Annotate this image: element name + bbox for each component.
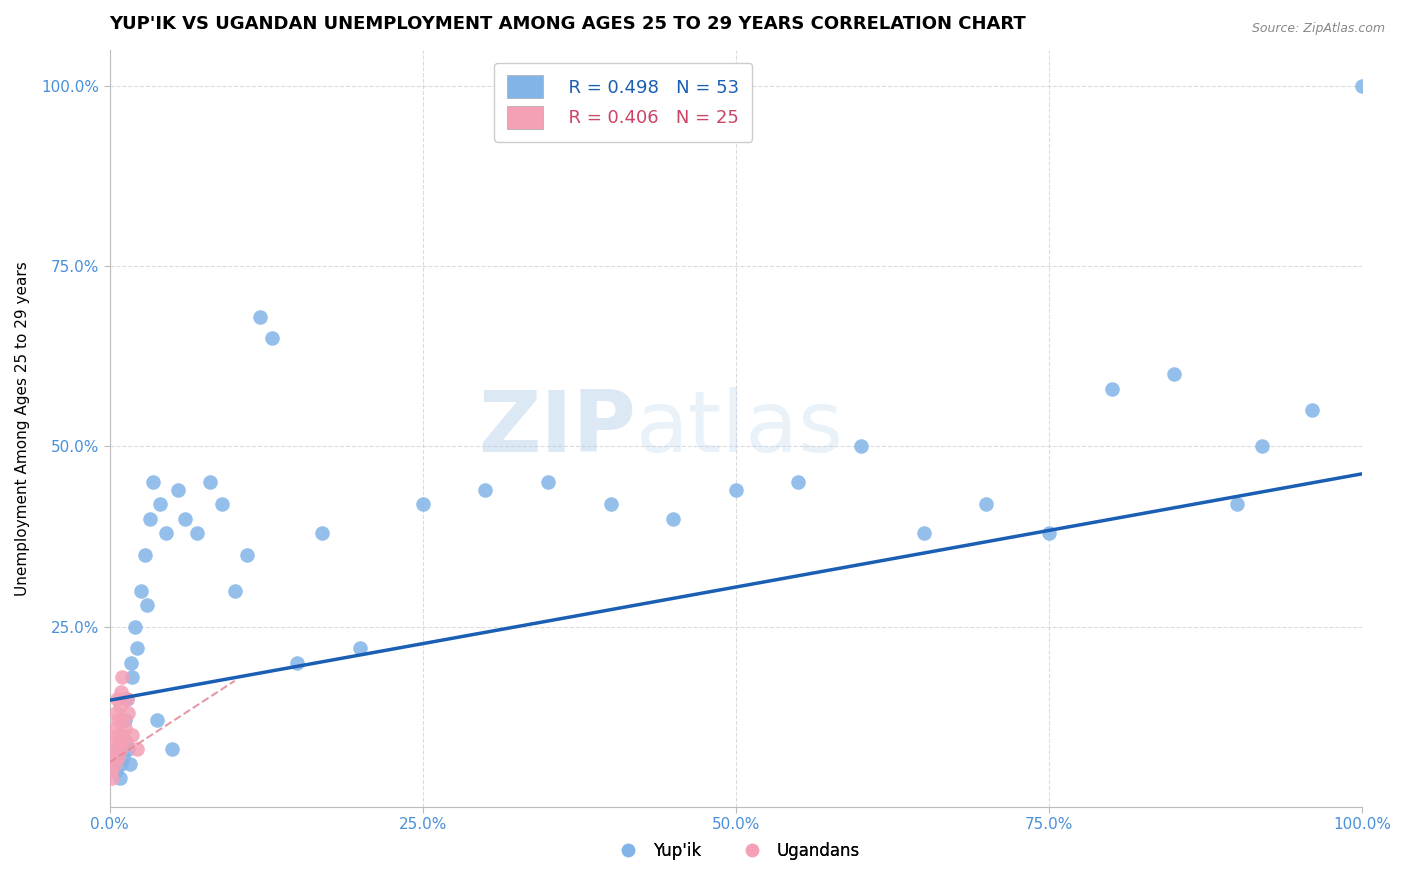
Point: [111, 670, 134, 684]
Point: [121, 728, 143, 742]
Point: [125, 641, 148, 656]
Point: [108, 699, 131, 714]
Point: [129, 583, 152, 598]
Point: [120, 656, 142, 670]
Point: [134, 548, 156, 562]
Point: [115, 691, 138, 706]
Point: [117, 742, 139, 756]
Legend: Yup'ik, Ugandans: Yup'ik, Ugandans: [605, 836, 866, 867]
Point: [110, 756, 132, 771]
Point: [155, 525, 177, 540]
Point: [160, 742, 183, 756]
Point: [111, 728, 134, 742]
Point: [103, 756, 125, 771]
Point: [110, 742, 132, 756]
Point: [849, 439, 872, 453]
Point: [1163, 368, 1185, 382]
Point: [105, 691, 128, 706]
Point: [103, 749, 125, 764]
Point: [108, 735, 131, 749]
Point: [146, 714, 169, 728]
Point: [1101, 382, 1123, 396]
Point: [912, 525, 935, 540]
Point: [142, 475, 165, 490]
Point: [111, 728, 134, 742]
Point: [112, 749, 135, 764]
Point: [125, 742, 148, 756]
Point: [103, 721, 125, 735]
Point: [474, 483, 496, 497]
Point: [100, 764, 122, 778]
Point: [108, 771, 131, 785]
Point: [974, 497, 997, 511]
Point: [1250, 439, 1272, 453]
Point: [114, 735, 136, 749]
Point: [138, 511, 160, 525]
Point: [114, 721, 136, 735]
Point: [173, 511, 195, 525]
Point: [104, 742, 127, 756]
Text: YUP'IK VS UGANDAN UNEMPLOYMENT AMONG AGES 25 TO 29 YEARS CORRELATION CHART: YUP'IK VS UGANDAN UNEMPLOYMENT AMONG AGE…: [110, 15, 1026, 33]
Point: [107, 749, 129, 764]
Point: [724, 483, 747, 497]
Point: [110, 684, 132, 698]
Point: [287, 656, 309, 670]
Point: [114, 714, 136, 728]
Point: [1038, 525, 1060, 540]
Point: [105, 728, 128, 742]
Point: [412, 497, 434, 511]
Point: [115, 691, 138, 706]
Point: [1301, 403, 1323, 417]
Point: [136, 598, 159, 612]
Point: [262, 331, 284, 345]
Point: [107, 714, 129, 728]
Point: [1351, 78, 1374, 93]
Point: [186, 525, 208, 540]
Point: [599, 497, 621, 511]
Point: [118, 756, 141, 771]
Point: [236, 548, 259, 562]
Point: [117, 706, 139, 721]
Text: ZIP: ZIP: [478, 387, 636, 470]
Point: [114, 735, 136, 749]
Y-axis label: Unemployment Among Ages 25 to 29 years: Unemployment Among Ages 25 to 29 years: [15, 261, 30, 596]
Point: [198, 475, 221, 490]
Point: [107, 742, 129, 756]
Point: [124, 620, 146, 634]
Point: [662, 511, 685, 525]
Point: [149, 497, 172, 511]
Point: [112, 714, 135, 728]
Point: [311, 525, 333, 540]
Point: [787, 475, 810, 490]
Point: [211, 497, 233, 511]
Point: [167, 483, 190, 497]
Point: [224, 583, 246, 598]
Point: [537, 475, 560, 490]
Point: [104, 706, 127, 721]
Point: [101, 771, 124, 785]
Point: [121, 670, 143, 684]
Point: [249, 310, 271, 324]
Point: [103, 735, 125, 749]
Text: Source: ZipAtlas.com: Source: ZipAtlas.com: [1251, 22, 1385, 36]
Point: [1226, 497, 1249, 511]
Point: [349, 641, 371, 656]
Point: [104, 764, 127, 778]
Text: atlas: atlas: [636, 387, 844, 470]
